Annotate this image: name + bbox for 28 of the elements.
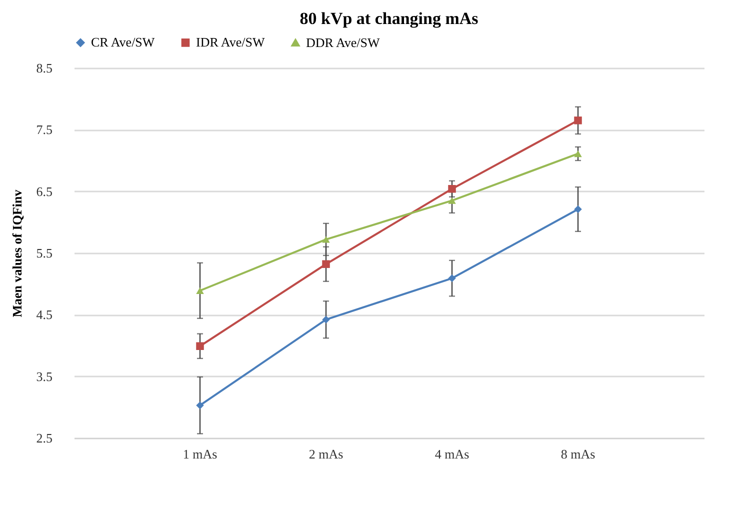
- point: [196, 342, 204, 350]
- point: [322, 316, 330, 324]
- point: [448, 274, 456, 282]
- legend-label: IDR Ave/SW: [196, 34, 266, 50]
- point: [322, 236, 330, 243]
- y-tick-label: 7.5: [36, 122, 52, 138]
- point: [574, 150, 582, 158]
- y-tick-label: 3.5: [36, 368, 52, 384]
- y-tick-label: 2.5: [36, 430, 52, 446]
- point: [322, 260, 330, 268]
- point: [448, 184, 456, 193]
- legend-label: CR Ave/SW: [91, 34, 156, 50]
- point: [196, 401, 204, 410]
- y-tick-label: 5.5: [36, 246, 52, 260]
- x-tick-label: 1 mAs: [182, 446, 218, 462]
- point: [448, 197, 456, 204]
- chart-title: 80 kVp at changing mAs: [300, 9, 479, 28]
- y-tick-label: 4.5: [36, 307, 52, 322]
- point: [574, 205, 582, 214]
- x-tick-label: 4 mAs: [434, 446, 470, 462]
- point: [196, 287, 204, 294]
- legend-label: DDR Ave/SW: [306, 34, 381, 50]
- y-tick-label: 6.5: [36, 184, 52, 199]
- y-tick-label: 8.5: [36, 60, 52, 76]
- x-tick-label: 8 mAs: [560, 446, 596, 462]
- point: [574, 116, 582, 124]
- x-tick-label: 2 mAs: [308, 446, 344, 462]
- y-axis-title: Maen values of IQFinv: [9, 189, 24, 318]
